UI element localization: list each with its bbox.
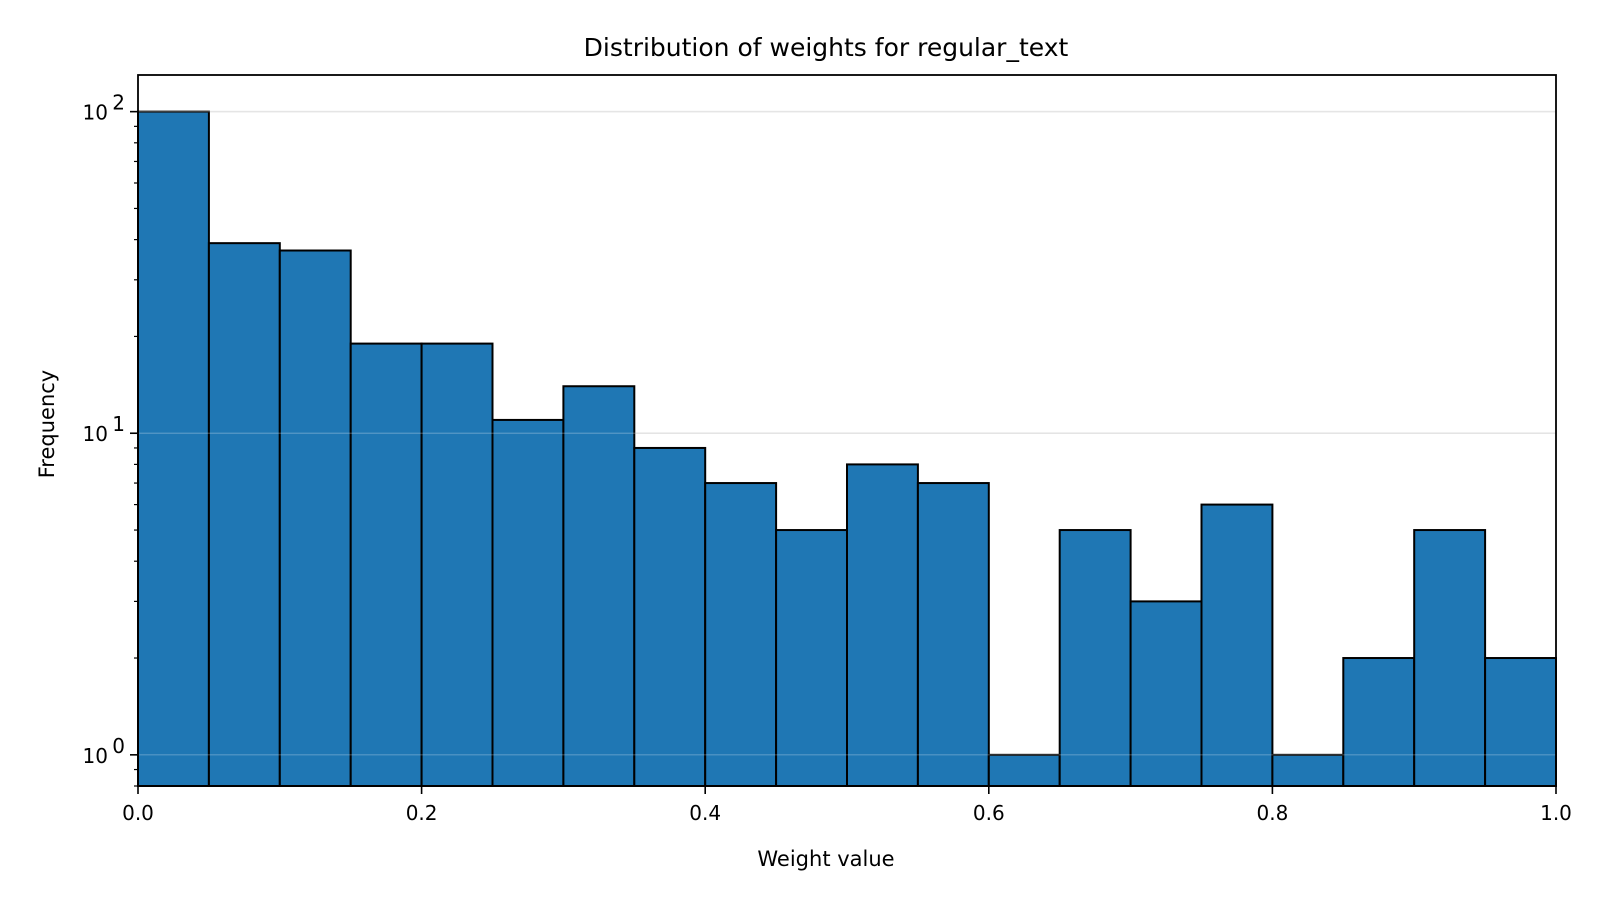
histogram-bar — [1271, 753, 1345, 787]
histogram-bar — [1342, 657, 1416, 787]
histogram-bar — [137, 110, 210, 788]
plot-frame — [137, 74, 1557, 787]
x-tick-label: 0.2 — [406, 801, 438, 825]
histogram-bar — [562, 385, 636, 787]
y-axis-label: Frequency — [35, 370, 59, 479]
x-tick-label: 0.8 — [1256, 801, 1288, 825]
histogram-bar — [633, 446, 707, 787]
histogram-bar — [1058, 529, 1132, 788]
y-tick-exponent: 1 — [112, 412, 125, 436]
histogram-bar — [987, 753, 1061, 787]
chart-title: Distribution of weights for regular_text — [584, 33, 1069, 62]
histogram-bar — [775, 529, 848, 788]
histogram-bar — [491, 418, 565, 787]
y-tick-label: 10 — [83, 422, 108, 446]
histogram-bar — [846, 463, 919, 787]
histogram-bar — [704, 482, 778, 787]
y-tick-label: 10 — [83, 744, 108, 768]
y-tick-label: 10 — [83, 101, 108, 125]
histogram-bar — [1413, 529, 1487, 788]
x-tick-label: 1.0 — [1540, 801, 1572, 825]
x-tick-label: 0.0 — [122, 801, 154, 825]
histogram-bar — [420, 342, 494, 787]
histogram-bar — [916, 482, 990, 787]
x-axis-label: Weight value — [757, 847, 894, 871]
y-tick-exponent: 0 — [112, 734, 125, 758]
histogram-bar — [349, 342, 423, 787]
histogram-bar — [207, 242, 281, 787]
y-tick-exponent: 2 — [112, 91, 125, 115]
histogram-bar — [278, 249, 352, 787]
x-tick-label: 0.4 — [689, 801, 721, 825]
histogram-bar — [1200, 503, 1274, 787]
bars-layer — [137, 110, 1557, 788]
histogram-bar — [1129, 600, 1203, 787]
x-tick-label: 0.6 — [973, 801, 1005, 825]
histogram-bar — [1484, 657, 1557, 787]
